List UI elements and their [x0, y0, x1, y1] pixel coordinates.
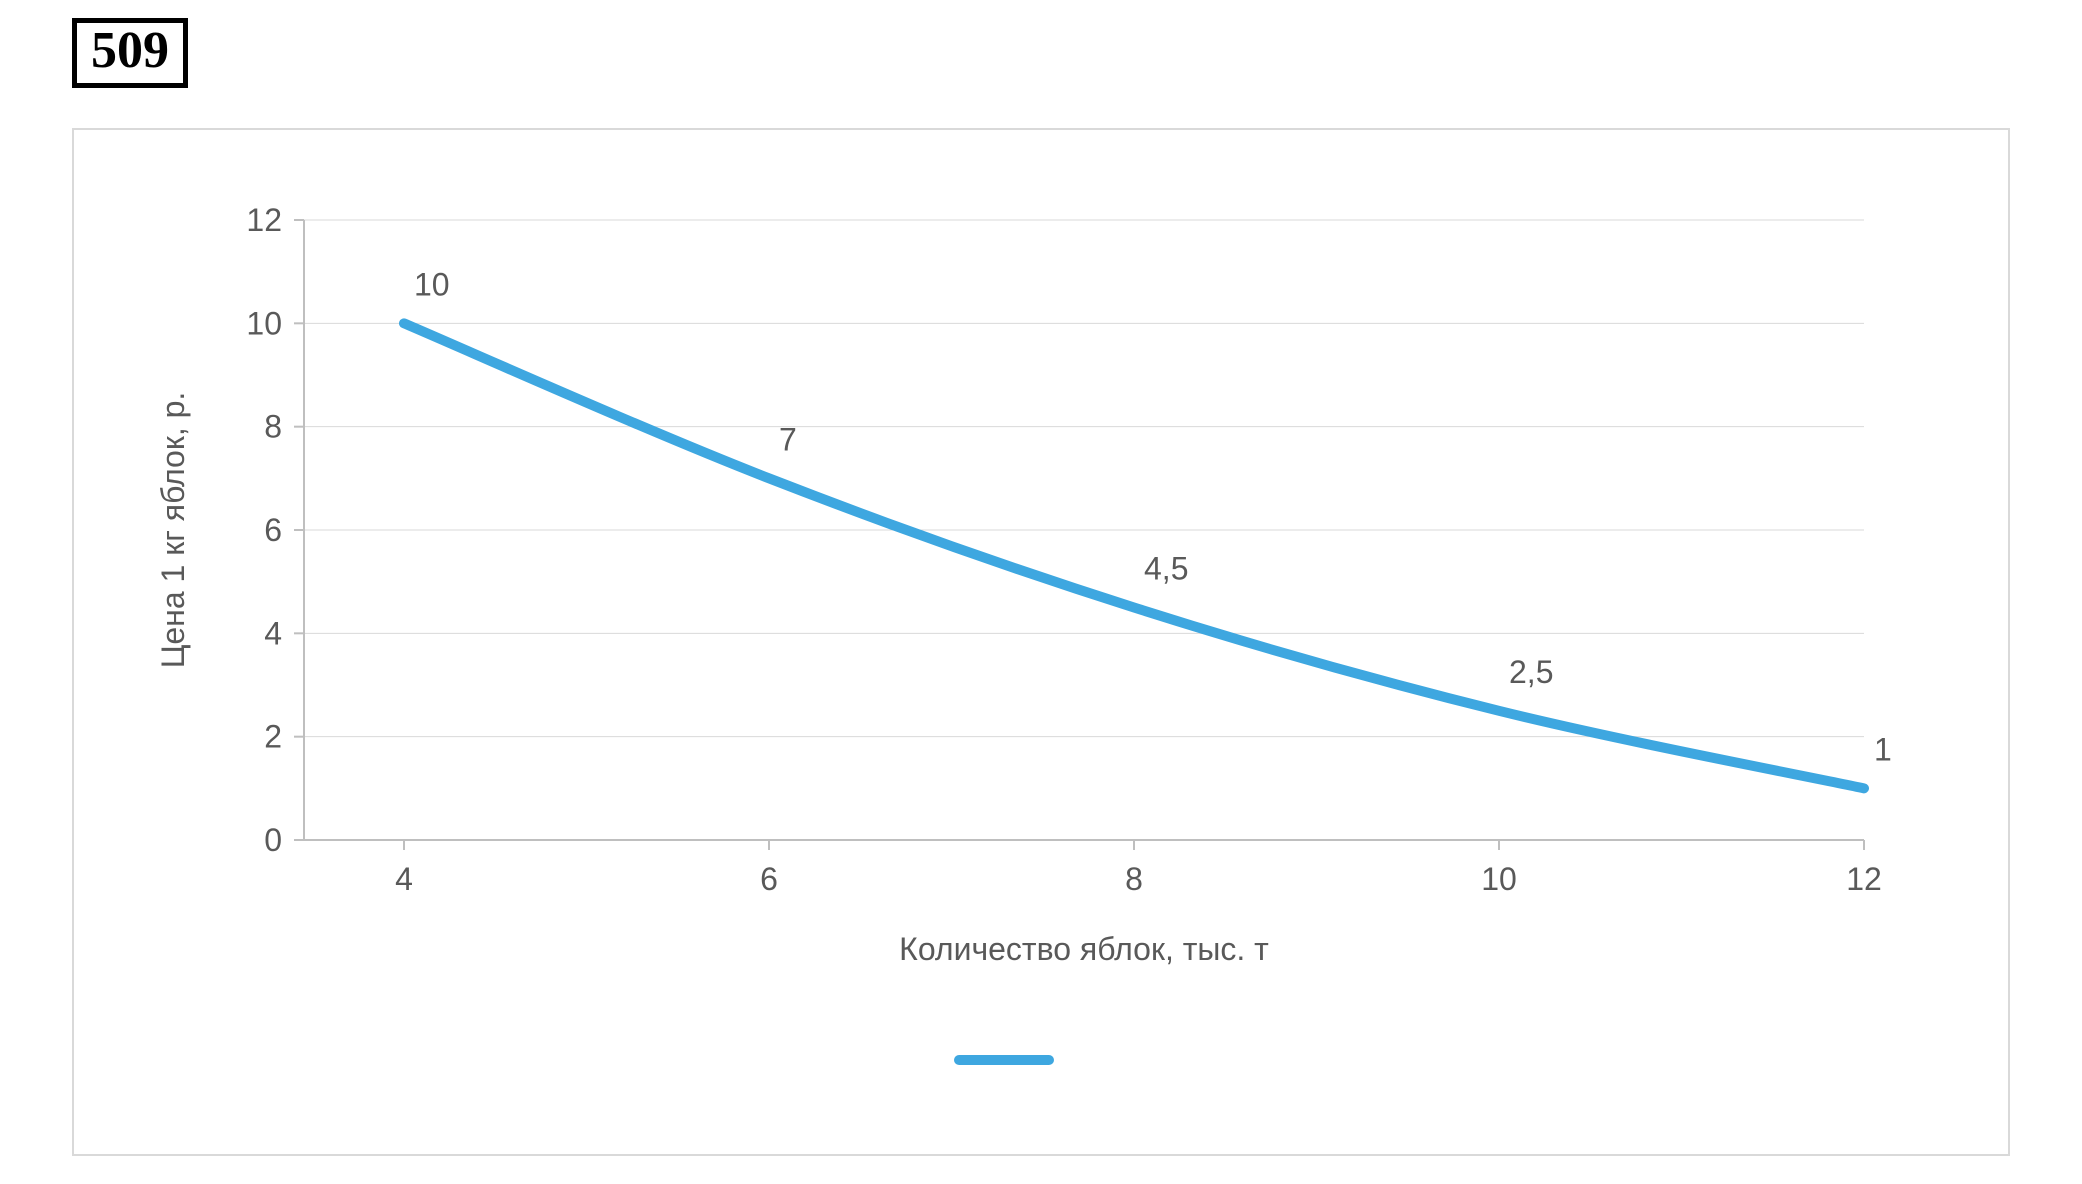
x-tick-label: 4 — [395, 861, 413, 897]
y-tick-label: 8 — [264, 409, 282, 445]
page-root: 509 0 2 4 6 8 10 12 4 6 8 10 12 10 7 4,5 2,5 1 Количество… — [0, 0, 2082, 1184]
y-tick-label: 10 — [246, 305, 282, 341]
data-label: 1 — [1874, 731, 1892, 767]
y-tick-label: 2 — [264, 719, 282, 755]
y-tick-label: 6 — [264, 512, 282, 548]
y-tick-label: 0 — [264, 822, 282, 858]
x-tick-label: 10 — [1481, 861, 1517, 897]
data-label: 4,5 — [1144, 551, 1188, 587]
data-label: 10 — [414, 266, 450, 302]
data-label: 7 — [779, 421, 797, 457]
data-label: 2,5 — [1509, 654, 1553, 690]
y-tick-label: 4 — [264, 615, 282, 651]
y-axis-title: Цена 1 кг яблок, р. — [155, 392, 191, 669]
series-line — [404, 323, 1864, 788]
y-tick-label: 12 — [246, 202, 282, 238]
x-tick-label: 6 — [760, 861, 778, 897]
x-tick-label: 12 — [1846, 861, 1882, 897]
chart-svg: 0 2 4 6 8 10 12 4 6 8 10 12 10 7 4,5 2,5 1 Количество ябл… — [74, 130, 2012, 1158]
x-axis-title: Количество яблок, тыс. т — [899, 931, 1269, 967]
problem-number-label: 509 — [72, 18, 188, 88]
chart-frame: 0 2 4 6 8 10 12 4 6 8 10 12 10 7 4,5 2,5 1 Количество ябл… — [72, 128, 2010, 1156]
x-tick-label: 8 — [1125, 861, 1143, 897]
